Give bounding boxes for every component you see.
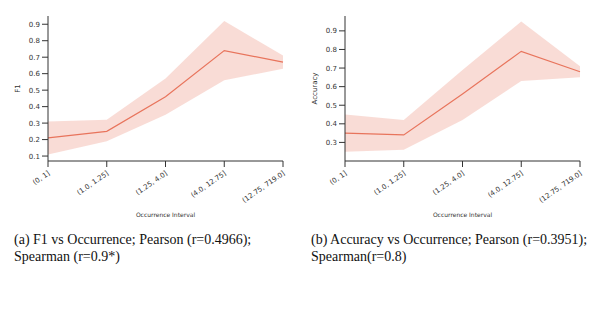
svg-text:0.7: 0.7: [29, 54, 40, 62]
svg-text:F1: F1: [14, 84, 22, 92]
svg-text:(1.0, 1.25]: (1.0, 1.25]: [76, 169, 111, 197]
svg-text:0.5: 0.5: [29, 87, 40, 95]
svg-text:0.2: 0.2: [29, 136, 40, 144]
svg-text:0.4: 0.4: [326, 120, 338, 128]
svg-text:0.3: 0.3: [29, 120, 40, 128]
svg-text:(1.0, 1.25]: (1.0, 1.25]: [373, 169, 408, 197]
svg-text:0.7: 0.7: [326, 65, 337, 73]
svg-text:Accuracy: Accuracy: [311, 73, 319, 105]
svg-text:0.8: 0.8: [326, 46, 337, 54]
svg-text:0.8: 0.8: [29, 37, 40, 45]
svg-text:0.9: 0.9: [29, 21, 40, 29]
svg-text:0.6: 0.6: [29, 70, 41, 78]
svg-text:(1.25, 4.0]: (1.25, 4.0]: [431, 169, 466, 197]
svg-text:0.6: 0.6: [326, 83, 338, 91]
svg-text:(12.75, 719.0]: (12.75, 719.0]: [538, 169, 584, 204]
svg-text:(4.0, 12.75]: (4.0, 12.75]: [486, 169, 524, 199]
svg-text:0.3: 0.3: [326, 139, 337, 147]
svg-text:0.9: 0.9: [326, 27, 337, 35]
svg-text:(12.75, 719.0]: (12.75, 719.0]: [241, 169, 287, 204]
html-text:(a) F1 vs Occurrence; Pearson: (a) F1 vs Occurrence; Pearson (r=0.4966)…: [14, 232, 252, 264]
svg-text:Occurrence Interval: Occurrence Interval: [433, 211, 493, 218]
svg-text:0.4: 0.4: [29, 103, 41, 111]
svg-text:0.1: 0.1: [29, 153, 40, 161]
svg-text:Occurrence Interval: Occurrence Interval: [136, 211, 196, 218]
svg-text:(0, 1]: (0, 1]: [31, 169, 51, 187]
svg-text:0.5: 0.5: [326, 102, 337, 110]
html-text:(b) Accuracy vs Occurrence; Pe: (b) Accuracy vs Occurrence; Pearson (r=0…: [311, 232, 588, 264]
svg-text:(4.0, 12.75]: (4.0, 12.75]: [189, 169, 227, 199]
svg-text:(1.25, 4.0]: (1.25, 4.0]: [134, 169, 169, 197]
svg-text:(0, 1]: (0, 1]: [328, 169, 348, 187]
